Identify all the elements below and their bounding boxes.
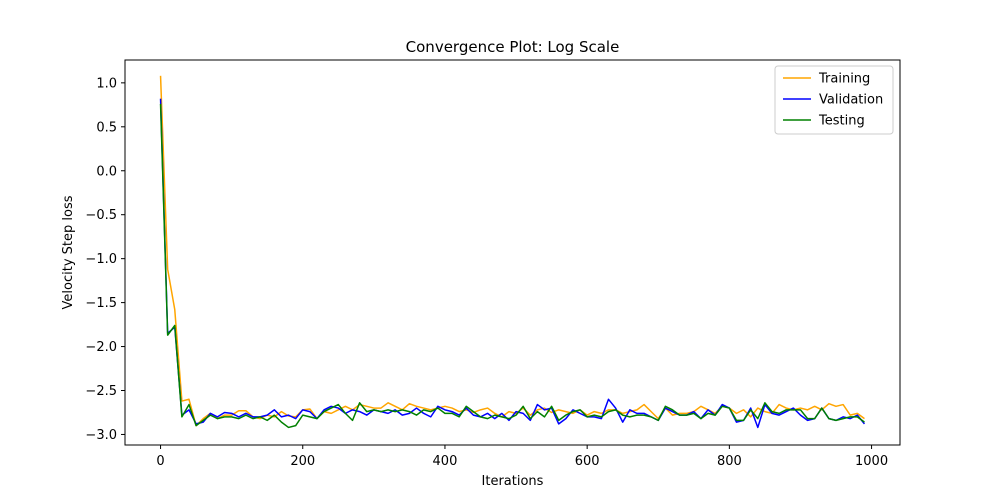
y-tick-label: −1.0 xyxy=(85,252,117,267)
legend-label-validation: Validation xyxy=(819,93,883,108)
legend: Training Validation Testing xyxy=(774,65,894,135)
x-tick-label: 0 xyxy=(156,454,164,469)
legend-label-training: Training xyxy=(818,72,870,87)
y-axis: 1.0 0.5 0.0 −0.5 −1.0 −1.5 −2.0 −2.5 −3.0 xyxy=(85,76,125,443)
x-axis-label: Iterations xyxy=(482,474,544,489)
y-tick-label: −0.5 xyxy=(85,208,117,223)
chart-title: Convergence Plot: Log Scale xyxy=(406,38,620,56)
plot-area xyxy=(159,75,866,429)
y-tick-label: 1.0 xyxy=(96,76,117,91)
y-axis-label: Velocity Step loss xyxy=(61,195,76,309)
y-tick-label: 0.0 xyxy=(96,164,117,179)
y-tick-label: −2.0 xyxy=(85,340,117,355)
y-tick-label: −1.5 xyxy=(85,296,117,311)
legend-box xyxy=(774,65,894,135)
plot-frame xyxy=(124,59,901,446)
series-line-testing xyxy=(159,103,865,429)
x-tick-label: 200 xyxy=(290,454,315,469)
x-tick-label: 1000 xyxy=(855,454,888,469)
y-tick-label: 0.5 xyxy=(96,120,117,135)
x-tick-label: 600 xyxy=(575,454,600,469)
x-axis: 0 200 400 600 800 1000 xyxy=(156,445,888,469)
legend-label-testing: Testing xyxy=(818,114,865,129)
x-tick-label: 800 xyxy=(717,454,742,469)
x-tick-label: 400 xyxy=(433,454,458,469)
y-tick-label: −2.5 xyxy=(85,384,117,399)
y-tick-label: −3.0 xyxy=(85,428,117,443)
